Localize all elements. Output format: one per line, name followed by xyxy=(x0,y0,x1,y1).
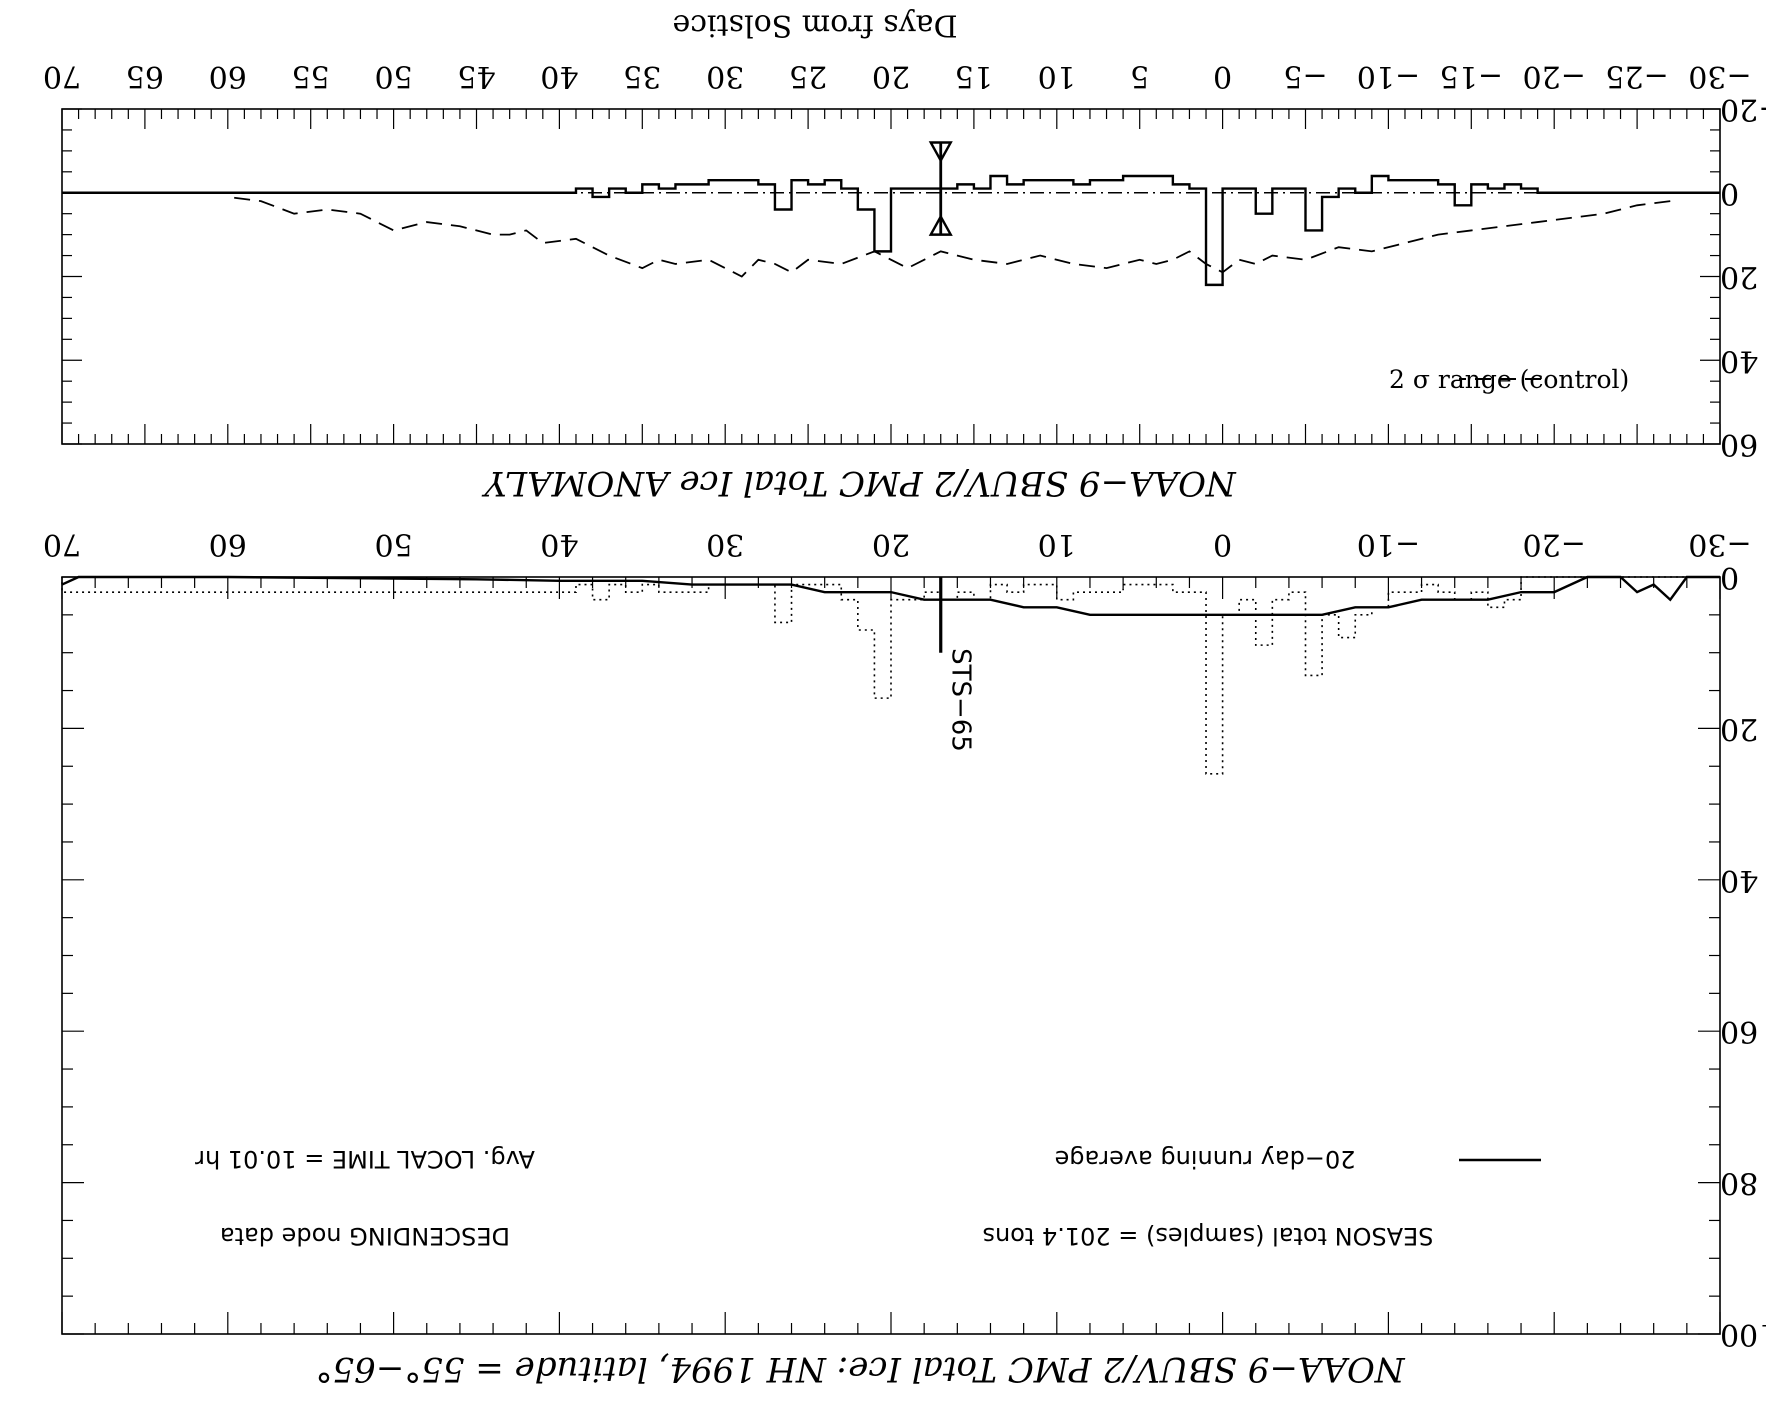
top-x-tick-label: 30 xyxy=(706,59,744,94)
bottom-y-tick-label: 20 xyxy=(1720,711,1758,746)
node-annotation: DESCENDING node data xyxy=(220,1222,510,1250)
top-x-tick-label: 35 xyxy=(623,59,661,94)
bottom-x-tick-label: 40 xyxy=(540,527,578,562)
top-y-tick-label: 60 xyxy=(1720,427,1758,462)
top-x-tick-label: −30 xyxy=(1688,59,1751,94)
bottom-panel xyxy=(61,575,1721,1335)
top-x-tick-label: −15 xyxy=(1440,59,1503,94)
local-time-annotation: Avg. LOCAL TIME = 10.01 hr xyxy=(195,1145,535,1173)
sts-65-label: STS−65 xyxy=(946,648,976,752)
top-x-tick-label: 50 xyxy=(375,59,413,94)
top-x-tick-label: 65 xyxy=(126,59,164,94)
bottom-x-tick-label: −20 xyxy=(1523,527,1586,562)
event-marker-arrow xyxy=(928,141,953,163)
bottom-y-tick-label: 80 xyxy=(1720,1165,1758,1200)
bottom-x-tick-label: 60 xyxy=(209,527,247,562)
top-x-tick-label: 15 xyxy=(955,59,993,94)
bottom-x-tick-label: 50 xyxy=(375,527,413,562)
bottom-panel-title: NOAA−9 SBUV/2 PMC Total Ice: NH 1994, la… xyxy=(315,1349,1405,1389)
top-x-tick-label: 20 xyxy=(872,59,910,94)
top-x-tick-label: −25 xyxy=(1605,59,1668,94)
bottom-series-dotted-step xyxy=(61,576,1720,775)
top-x-tick-label: 25 xyxy=(789,59,827,94)
bottom-x-tick-label: 70 xyxy=(43,527,81,562)
bottom-y-tick-label: 40 xyxy=(1720,862,1758,897)
bottom-x-tick-label: 30 xyxy=(706,527,744,562)
bottom-x-tick-label: −10 xyxy=(1357,527,1420,562)
top-x-tick-label: 40 xyxy=(540,59,578,94)
top-x-tick-label: 5 xyxy=(1130,59,1149,94)
top-x-tick-label: 10 xyxy=(1038,59,1076,94)
top-x-tick-label: 70 xyxy=(43,59,81,94)
top-x-axis-label: Days from Solstice xyxy=(672,8,957,43)
top-panel: 2 σ range (control) xyxy=(61,108,1721,445)
top-x-tick-label: −20 xyxy=(1523,59,1586,94)
bottom-y-tick-label: 100 xyxy=(1720,1317,1766,1352)
bottom-y-tick-label: 0 xyxy=(1720,560,1739,595)
top-panel-title: NOAA−9 SBUV/2 PMC Total Ice ANOMALY xyxy=(481,463,1237,503)
event-marker-arrow xyxy=(928,214,953,236)
season-total-annotation: SEASON total (samples) = 201.4 tons xyxy=(982,1222,1433,1250)
top-legend-label: 2 σ range (control) xyxy=(1389,365,1629,394)
bottom-x-tick-label: 10 xyxy=(1038,527,1076,562)
bottom-x-tick-label: 20 xyxy=(872,527,910,562)
top-x-tick-label: 60 xyxy=(209,59,247,94)
top-x-tick-label: −10 xyxy=(1357,59,1420,94)
bottom-x-tick-label: −30 xyxy=(1688,527,1751,562)
bottom-x-tick-label: 0 xyxy=(1213,527,1232,562)
top-y-tick-label: 20 xyxy=(1720,259,1758,294)
bottom-legend-label: 20−day running average xyxy=(1055,1145,1356,1173)
top-x-tick-label: −5 xyxy=(1283,59,1327,94)
top-series-step xyxy=(62,174,1720,287)
top-y-tick-label: 40 xyxy=(1720,343,1758,378)
top-x-tick-label: 0 xyxy=(1213,59,1232,94)
top-x-tick-label: 45 xyxy=(457,59,495,94)
top-y-tick-label: 0 xyxy=(1720,175,1739,210)
top-y-tick-label: −20 xyxy=(1720,92,1766,127)
bottom-y-tick-label: 60 xyxy=(1720,1014,1758,1049)
bottom-plot-frame xyxy=(61,576,1721,1335)
top-x-tick-label: 55 xyxy=(292,59,330,94)
top-series-dashed xyxy=(227,196,1671,278)
